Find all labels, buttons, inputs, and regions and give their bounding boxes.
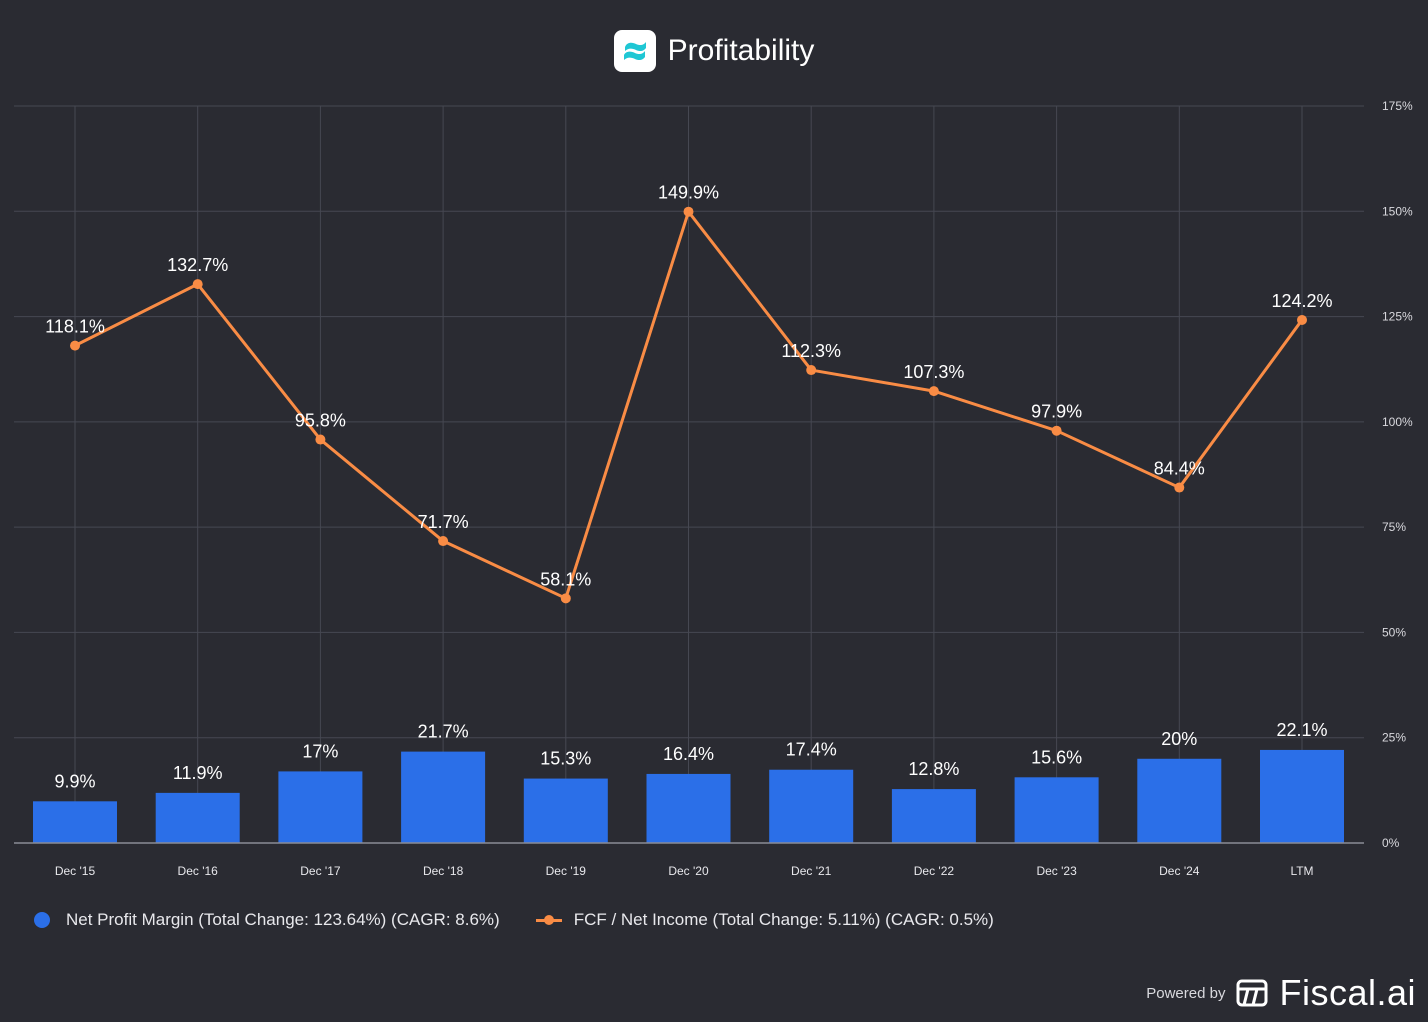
x-tick-label: Dec '24	[1159, 864, 1200, 878]
legend-label-net-profit-margin: Net Profit Margin (Total Change: 123.64%…	[66, 910, 500, 929]
bar	[646, 773, 731, 843]
line-data-label: 132.7%	[167, 255, 228, 275]
line-data-label: 97.9%	[1031, 402, 1082, 422]
powered-by-footer: Powered by Fiscal.ai	[1146, 972, 1416, 1014]
line-data-label: 107.3%	[903, 362, 964, 382]
y-tick-label: 0%	[1382, 836, 1400, 850]
bar-data-label: 16.4%	[663, 744, 714, 764]
bar-data-label: 15.3%	[540, 749, 591, 769]
bar-data-label: 12.8%	[908, 759, 959, 779]
x-tick-label: Dec '19	[546, 864, 587, 878]
bar-data-label: 22.1%	[1276, 720, 1327, 740]
bar	[523, 778, 608, 843]
chart-legend: Net Profit Margin (Total Change: 123.64%…	[34, 910, 1030, 930]
x-tick-label: Dec '15	[55, 864, 96, 878]
legend-item-net-profit-margin[interactable]: Net Profit Margin (Total Change: 123.64%…	[34, 910, 500, 930]
legend-item-fcf-net-income[interactable]: FCF / Net Income (Total Change: 5.11%) (…	[535, 910, 994, 930]
line-point	[928, 386, 939, 397]
bar	[33, 801, 117, 843]
x-tick-label: Dec '22	[914, 864, 955, 878]
line-point	[70, 340, 80, 351]
bar-data-label: 15.6%	[1031, 747, 1082, 767]
line-point	[192, 279, 203, 290]
bar-data-label: 17.4%	[786, 740, 837, 760]
bar	[1014, 777, 1099, 843]
y-tick-label: 50%	[1382, 625, 1406, 639]
x-tick-label: Dec '23	[1036, 864, 1077, 878]
chart-header: Profitability	[0, 28, 1428, 74]
line-point	[1051, 425, 1062, 436]
line-point	[1174, 482, 1185, 493]
x-tick-label: Dec '18	[423, 864, 464, 878]
x-tick-label: LTM	[1290, 864, 1313, 878]
line-data-label: 84.4%	[1154, 459, 1205, 479]
line-data-label: 112.3%	[781, 341, 841, 361]
fiscal-brand-icon	[1236, 979, 1268, 1007]
bar-data-label: 21.7%	[418, 722, 469, 742]
bar	[891, 789, 976, 843]
y-tick-label: 150%	[1382, 204, 1413, 218]
line-data-label: 58.1%	[540, 569, 591, 589]
fiscal-logo-icon	[613, 30, 656, 72]
x-tick-label: Dec '17	[300, 864, 341, 878]
legend-bar-swatch	[34, 912, 50, 928]
fiscal-brand-name: Fiscal.ai	[1279, 972, 1416, 1013]
line-point	[1297, 314, 1307, 325]
bar-data-label: 17%	[302, 741, 338, 761]
line-point	[683, 206, 694, 217]
y-tick-label: 100%	[1382, 415, 1413, 429]
line-point	[438, 536, 449, 547]
x-tick-label: Dec '16	[178, 864, 219, 878]
bar	[401, 751, 486, 843]
line-data-label: 118.1%	[45, 317, 105, 337]
bar	[769, 769, 854, 843]
y-tick-label: 25%	[1382, 731, 1406, 745]
line-data-label: 71.7%	[418, 512, 469, 532]
y-tick-label: 75%	[1382, 520, 1406, 534]
bar-data-label: 11.9%	[173, 763, 223, 783]
line-data-label: 149.9%	[658, 183, 719, 203]
bar-data-label: 9.9%	[54, 771, 95, 791]
y-tick-label: 175%	[1382, 99, 1413, 113]
powered-by-text: Powered by	[1146, 984, 1226, 1002]
legend-label-fcf-net-income: FCF / Net Income (Total Change: 5.11%) (…	[573, 910, 994, 929]
bar	[1137, 758, 1222, 843]
line-data-label: 124.2%	[1271, 291, 1332, 311]
y-tick-label: 125%	[1382, 310, 1413, 324]
legend-line-swatch	[535, 912, 562, 928]
x-tick-label: Dec '21	[791, 864, 832, 878]
line-data-label: 95.8%	[295, 411, 346, 431]
chart-title: Profitability	[667, 34, 815, 67]
bar	[1260, 749, 1344, 843]
bar	[155, 792, 240, 843]
bar	[278, 771, 363, 843]
line-point	[560, 593, 571, 604]
profitability-chart: 0% 25% 50% 75% 100% 125% 150% 175% 9.9% 11.9% 17% 2…	[14, 99, 1413, 878]
line-point	[315, 434, 326, 445]
line-point	[806, 365, 817, 376]
x-tick-label: Dec '20	[668, 864, 709, 878]
bar-data-label: 20%	[1161, 729, 1197, 749]
